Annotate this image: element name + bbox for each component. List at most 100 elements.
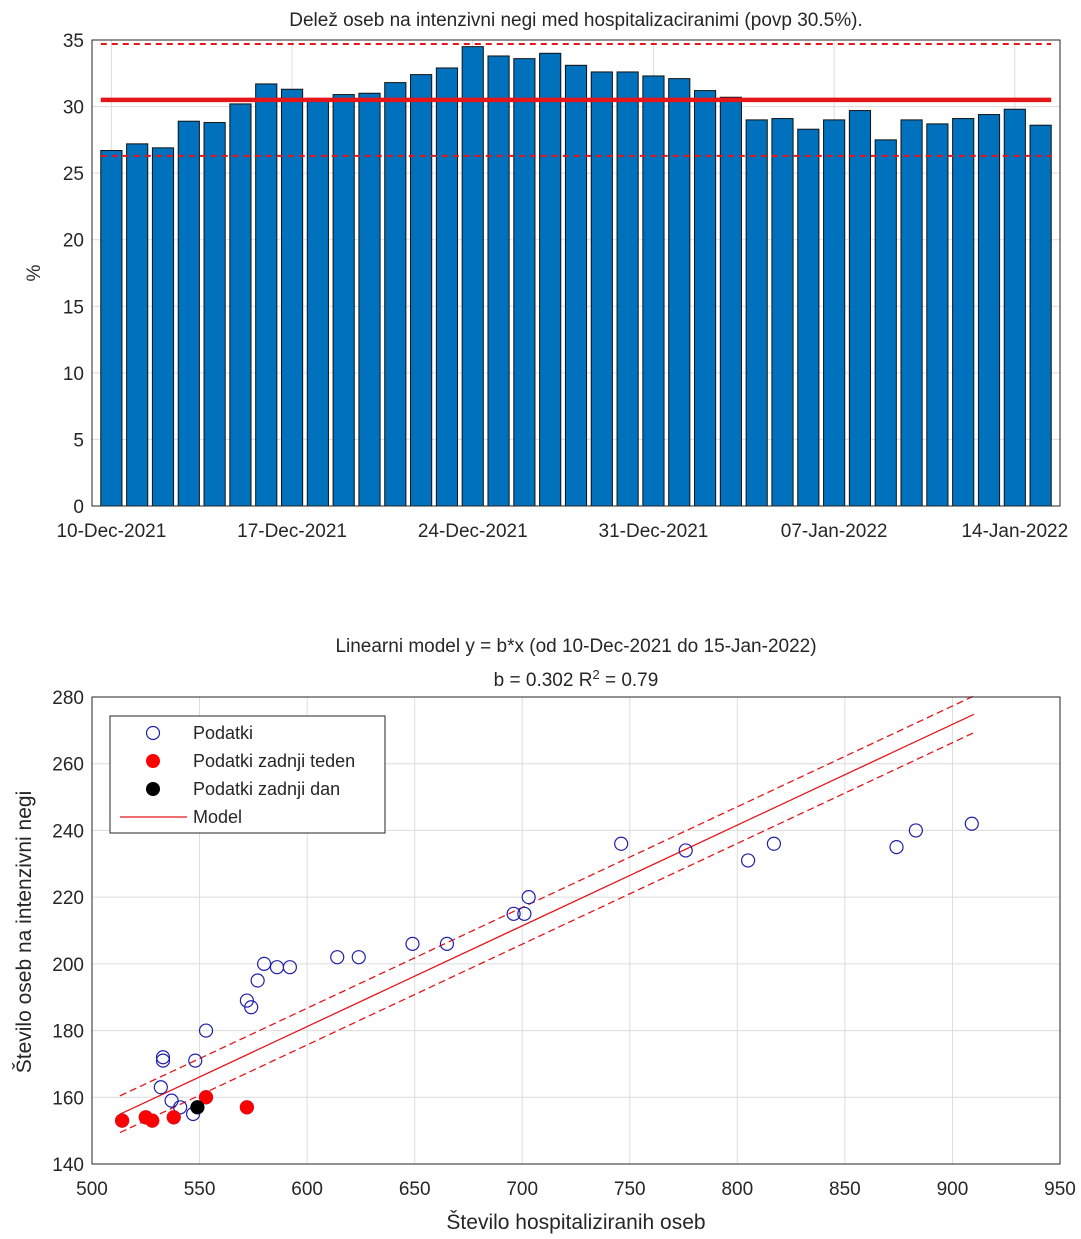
- bar-chart-y-axis-label: %: [24, 264, 45, 281]
- bar: [539, 52, 562, 507]
- x-tick-label: 31-Dec-2021: [599, 521, 709, 542]
- last-week-point: [239, 1100, 254, 1115]
- legend-box: [109, 715, 386, 834]
- data-point: [908, 823, 923, 838]
- bar: [151, 147, 175, 507]
- data-point: [889, 840, 904, 855]
- data-point: [766, 836, 782, 851]
- scatter-chart-title-line-2: b = 0.302 R2 = 0.79: [494, 667, 659, 692]
- legend-filled-circle-marker: [146, 782, 160, 796]
- data-point: [740, 853, 756, 868]
- data-point: [244, 1000, 259, 1015]
- data-point: [405, 936, 420, 951]
- bar: [642, 75, 665, 507]
- bar: [100, 150, 123, 507]
- scatter-chart-title-line-1: Linearni model y = b*x (od 10-Dec-2021 d…: [335, 636, 816, 657]
- y-tick-label: 5: [73, 430, 84, 451]
- bar: [1029, 124, 1052, 507]
- x-tick-label: 850: [829, 1179, 861, 1200]
- bar: [848, 110, 872, 507]
- data-point: [351, 950, 366, 965]
- bar: [435, 67, 459, 507]
- bar: [900, 119, 923, 507]
- bar: [255, 83, 278, 507]
- data-point: [614, 836, 629, 851]
- bar-chart-reference-lines: [100, 42, 1052, 157]
- y-tick-label: 240: [52, 821, 84, 842]
- x-tick-label: 24-Dec-2021: [418, 521, 528, 542]
- y-tick-label: 15: [63, 297, 84, 318]
- x-tick-label: 550: [184, 1179, 216, 1200]
- scatter-chart-axes-box: [91, 696, 1061, 1165]
- bar: [203, 122, 226, 507]
- bar: [564, 64, 588, 507]
- scatter-chart-model-lines: [119, 695, 975, 1134]
- scatter-chart-x-axis-label: Število hospitaliziranih oseb: [446, 1211, 705, 1234]
- bar: [719, 96, 742, 507]
- y-tick-label: 140: [52, 1155, 84, 1176]
- scatter-chart-tick-labels: 500 550 600 650 700 750 800 850 900 950 140 160 180 2…: [52, 688, 1076, 1200]
- x-tick-label: 600: [291, 1179, 323, 1200]
- scatter-chart-legend: Podatki Podatki zadnji teden Podatki zadnj…: [109, 715, 386, 834]
- data-point: [517, 906, 532, 921]
- bar: [384, 82, 407, 507]
- x-tick-label: 950: [1044, 1179, 1076, 1200]
- model-lower-band: [119, 732, 975, 1134]
- data-point: [439, 936, 455, 951]
- last-week-point: [199, 1090, 214, 1105]
- bar: [977, 114, 1001, 507]
- data-point: [282, 960, 298, 975]
- last-week-point: [115, 1113, 130, 1128]
- y-tick-label: 200: [52, 955, 84, 976]
- bar: [126, 143, 149, 507]
- bar: [693, 90, 717, 507]
- bar: [590, 71, 613, 507]
- bar: [874, 139, 897, 507]
- data-point: [678, 843, 693, 858]
- y-tick-label: 25: [63, 164, 84, 185]
- last-day-point: [190, 1100, 205, 1115]
- x-tick-label: 900: [937, 1179, 969, 1200]
- model-line: [119, 713, 975, 1115]
- last-week-point: [145, 1113, 160, 1128]
- data-point: [155, 1050, 171, 1065]
- legend-label: Podatki zadnji teden: [193, 751, 355, 771]
- bar: [823, 119, 846, 507]
- legend-label: Model: [193, 807, 242, 827]
- bar: [229, 103, 252, 507]
- bar-chart-axes-box: [91, 39, 1061, 507]
- legend-label: Podatki: [193, 723, 253, 743]
- x-tick-label: 17-Dec-2021: [237, 521, 347, 542]
- data-point: [153, 1080, 168, 1095]
- x-tick-label: 07-Jan-2022: [781, 521, 888, 542]
- data-point: [256, 956, 272, 971]
- bar: [668, 78, 691, 507]
- bar-chart-bars: [100, 46, 1052, 507]
- x-tick-label: 14-Jan-2022: [961, 521, 1068, 542]
- bar: [797, 128, 820, 507]
- title-line-2-prefix: b = 0.302 R: [494, 670, 593, 691]
- x-tick-label: 10-Dec-2021: [56, 521, 166, 542]
- scatter-chart: 500 550 600 650 700 750 800 850 900 950 140 160 180 2…: [13, 636, 1076, 1234]
- x-tick-label: 500: [76, 1179, 108, 1200]
- x-tick-label: 800: [721, 1179, 753, 1200]
- y-tick-label: 0: [73, 497, 84, 518]
- data-point: [250, 973, 265, 988]
- data-point: [964, 816, 979, 831]
- y-tick-label: 35: [63, 31, 84, 52]
- y-tick-label: 220: [52, 888, 84, 909]
- legend-open-circle-marker: [145, 725, 161, 741]
- x-tick-label: 650: [399, 1179, 431, 1200]
- data-point: [198, 1023, 214, 1038]
- data-point: [521, 890, 536, 905]
- bar: [513, 58, 536, 507]
- bar: [177, 120, 200, 507]
- scatter-chart-y-axis-label: Število oseb na intenzivni negi: [13, 791, 36, 1074]
- data-point: [506, 906, 521, 921]
- title-line-2-suffix: = 0.79: [600, 670, 659, 691]
- model-upper-band: [119, 695, 975, 1097]
- data-point: [155, 1053, 171, 1068]
- x-tick-label: 700: [506, 1179, 538, 1200]
- y-tick-label: 20: [63, 231, 84, 252]
